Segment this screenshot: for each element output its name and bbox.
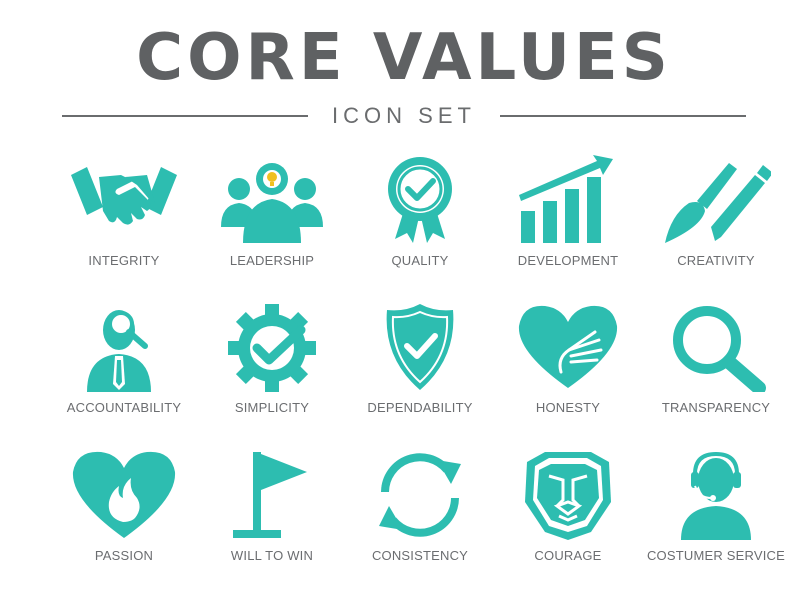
value-leadership: LEADERSHIP — [198, 155, 346, 268]
brush-pencil-icon — [665, 163, 771, 243]
quality-badge-icon — [388, 157, 452, 243]
value-label: COURAGE — [534, 548, 602, 563]
heart-hand-icon — [518, 305, 618, 388]
value-label: DEVELOPMENT — [517, 253, 619, 268]
shield-check-icon — [386, 304, 454, 390]
value-label: WILL TO WIN — [230, 548, 314, 563]
value-quality: QUALITY — [346, 155, 494, 268]
subtitle-row: ICON SET — [62, 98, 746, 134]
value-simplicity: SIMPLICITY — [198, 302, 346, 415]
value-label: ACCOUNTABILITY — [66, 400, 182, 415]
value-courage: COURAGE — [494, 450, 642, 563]
value-label: DEPENDABILITY — [367, 400, 473, 415]
leader-group-icon — [221, 163, 323, 243]
value-label: COSTUMER SERVICE — [646, 548, 786, 563]
value-transparency: TRANSPARENCY — [642, 302, 790, 415]
magnifier-icon — [673, 306, 766, 392]
value-will-to-win: WILL TO WIN — [198, 450, 346, 563]
value-label: CONSISTENCY — [371, 548, 469, 563]
right-divider — [499, 115, 746, 117]
left-divider — [62, 115, 309, 117]
cycle-arrows-icon — [379, 453, 461, 537]
value-consistency: CONSISTENCY — [346, 450, 494, 563]
flag-icon — [233, 452, 307, 538]
value-label: INTEGRITY — [88, 253, 160, 268]
headset-agent-icon — [681, 451, 751, 540]
handshake-icon — [71, 167, 177, 225]
value-label: SIMPLICITY — [234, 400, 310, 415]
value-label: HONESTY — [535, 400, 601, 415]
person-magnifier-icon — [87, 310, 151, 392]
gear-check-icon — [228, 304, 316, 392]
value-label: PASSION — [94, 548, 154, 563]
growth-chart-icon — [519, 155, 613, 243]
value-dependability: DEPENDABILITY — [346, 302, 494, 415]
page-title: CORE VALUES — [136, 21, 672, 95]
heart-flame-icon — [72, 451, 176, 538]
value-label: CREATIVITY — [677, 253, 755, 268]
value-label: QUALITY — [391, 253, 449, 268]
value-accountability: ACCOUNTABILITY — [50, 302, 198, 415]
value-honesty: HONESTY — [494, 302, 642, 415]
value-label: LEADERSHIP — [229, 253, 315, 268]
value-passion: PASSION — [50, 450, 198, 563]
value-development: DEVELOPMENT — [494, 155, 642, 268]
value-label: TRANSPARENCY — [661, 400, 771, 415]
page-subtitle: ICON SET — [332, 103, 476, 128]
value-creativity: CREATIVITY — [642, 155, 790, 268]
lion-face-icon — [525, 452, 611, 540]
value-integrity: INTEGRITY — [50, 155, 198, 268]
value-costumer-service: COSTUMER SERVICE — [642, 450, 790, 563]
